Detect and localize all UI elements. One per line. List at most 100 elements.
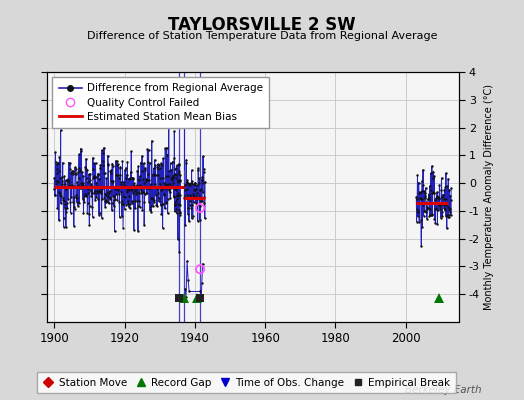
Point xyxy=(78,181,86,187)
Point xyxy=(434,202,443,208)
Point xyxy=(66,198,74,205)
Point xyxy=(187,194,195,200)
Point xyxy=(145,185,153,192)
Point xyxy=(426,206,434,212)
Point xyxy=(176,212,184,218)
Point xyxy=(428,210,436,217)
Point xyxy=(62,209,71,216)
Point xyxy=(195,187,204,193)
Point xyxy=(446,212,455,218)
Point xyxy=(145,199,154,205)
Point xyxy=(183,186,191,193)
Point xyxy=(157,160,165,166)
Point xyxy=(99,184,107,191)
Point xyxy=(418,188,426,195)
Point xyxy=(430,172,439,179)
Point xyxy=(427,212,435,218)
Point xyxy=(191,180,199,186)
Point xyxy=(69,199,78,206)
Point xyxy=(417,196,425,203)
Point xyxy=(166,180,174,187)
Point xyxy=(118,158,127,164)
Point xyxy=(445,206,454,212)
Point xyxy=(139,176,147,182)
Point xyxy=(86,185,95,192)
Point xyxy=(167,175,176,182)
Point xyxy=(98,196,106,202)
Point xyxy=(149,165,158,172)
Point xyxy=(74,165,83,172)
Point xyxy=(115,214,124,220)
Point xyxy=(167,185,175,192)
Point xyxy=(438,175,446,181)
Point xyxy=(81,183,89,190)
Point xyxy=(93,171,102,177)
Point xyxy=(128,200,136,206)
Point xyxy=(165,115,173,122)
Point xyxy=(438,212,446,219)
Point xyxy=(76,167,84,173)
Point xyxy=(200,166,208,172)
Point xyxy=(69,171,77,178)
Point xyxy=(110,203,118,209)
Point xyxy=(159,200,167,207)
Point xyxy=(181,181,190,187)
Point xyxy=(138,152,146,159)
Point xyxy=(79,210,88,216)
Point xyxy=(170,185,179,192)
Point xyxy=(158,225,167,231)
Point xyxy=(128,187,136,194)
Point xyxy=(425,212,434,219)
Point xyxy=(171,208,179,215)
Point xyxy=(431,220,440,226)
Point xyxy=(155,195,163,201)
Point xyxy=(113,158,122,164)
Point xyxy=(419,181,427,188)
Point xyxy=(55,154,63,160)
Point xyxy=(66,160,74,166)
Point xyxy=(439,200,447,206)
Point xyxy=(158,185,167,192)
Point xyxy=(195,192,203,199)
Point xyxy=(80,199,89,205)
Point xyxy=(123,159,132,165)
Point xyxy=(148,196,157,202)
Point xyxy=(72,166,80,172)
Point xyxy=(433,193,441,200)
Point xyxy=(75,151,83,158)
Point xyxy=(200,200,209,206)
Point xyxy=(95,210,104,216)
Point xyxy=(145,177,154,184)
Point xyxy=(119,224,127,231)
Point xyxy=(63,176,72,182)
Point xyxy=(139,189,147,195)
Point xyxy=(104,162,112,168)
Point xyxy=(130,180,138,186)
Point xyxy=(185,218,193,224)
Point xyxy=(140,191,149,197)
Point xyxy=(196,187,204,194)
Point xyxy=(56,190,64,197)
Point xyxy=(131,205,139,211)
Point xyxy=(162,200,171,206)
Point xyxy=(92,190,101,196)
Point xyxy=(176,178,184,184)
Point xyxy=(164,173,172,180)
Point xyxy=(94,188,103,194)
Point xyxy=(198,177,206,183)
Point xyxy=(103,192,111,199)
Point xyxy=(151,181,159,188)
Point xyxy=(109,177,117,184)
Point xyxy=(91,188,99,194)
Point xyxy=(184,277,192,284)
Point xyxy=(171,202,180,208)
Point xyxy=(438,194,446,200)
Point xyxy=(136,186,145,193)
Point xyxy=(443,214,452,220)
Point xyxy=(82,175,91,181)
Point xyxy=(195,175,203,182)
Point xyxy=(83,200,92,207)
Point xyxy=(440,205,449,211)
Point xyxy=(55,189,63,196)
Point xyxy=(172,186,180,193)
